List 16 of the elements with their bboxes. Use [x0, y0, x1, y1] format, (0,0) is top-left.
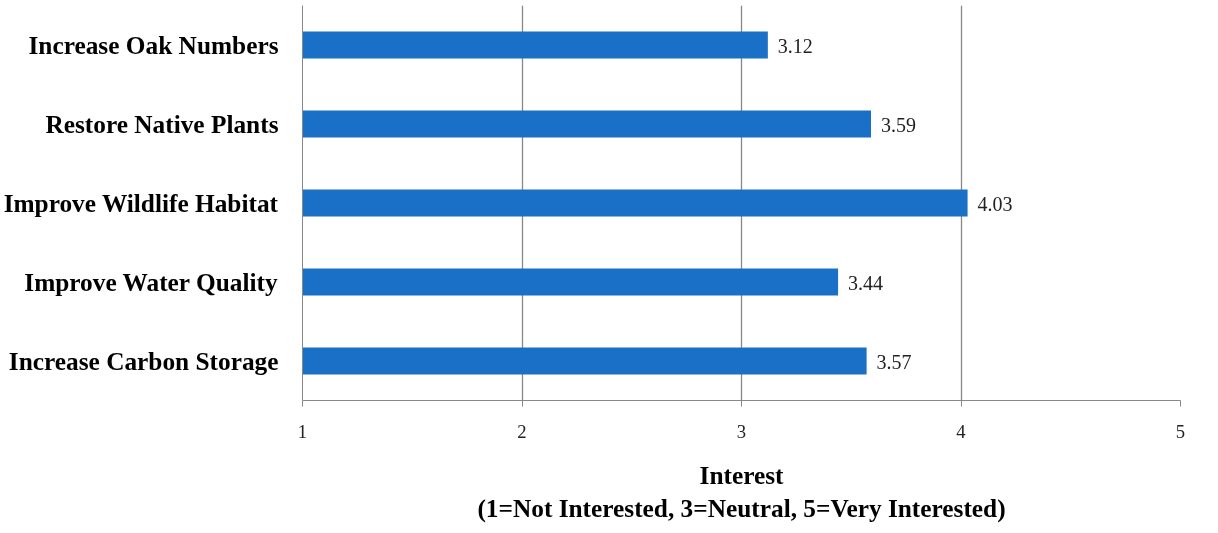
x-axis-title: Interest (1=Not Interested, 3=Neutral, 5=Very Interested): [477, 460, 1006, 524]
y-tick-label: Improve Water Quality: [24, 268, 278, 296]
y-tick-label: Increase Oak Numbers: [28, 31, 279, 59]
data-label: 3.57: [876, 351, 912, 373]
y-tick-label: Increase Carbon Storage: [8, 347, 279, 375]
y-tick-label: Restore Native Plants: [45, 110, 279, 138]
data-label: 3.12: [777, 35, 813, 57]
data-label: 4.03: [977, 193, 1013, 215]
data-label: 3.44: [848, 272, 884, 294]
x-tick-label: 5: [1175, 420, 1186, 442]
y-tick-label: Improve Wildlife Habitat: [3, 189, 279, 217]
x-tick-label: 4: [956, 420, 967, 442]
x-tick-label: 3: [736, 420, 747, 442]
x-tick-label: 2: [517, 420, 527, 442]
x-tick-label: 1: [297, 420, 308, 442]
data-label: 3.59: [881, 114, 917, 136]
